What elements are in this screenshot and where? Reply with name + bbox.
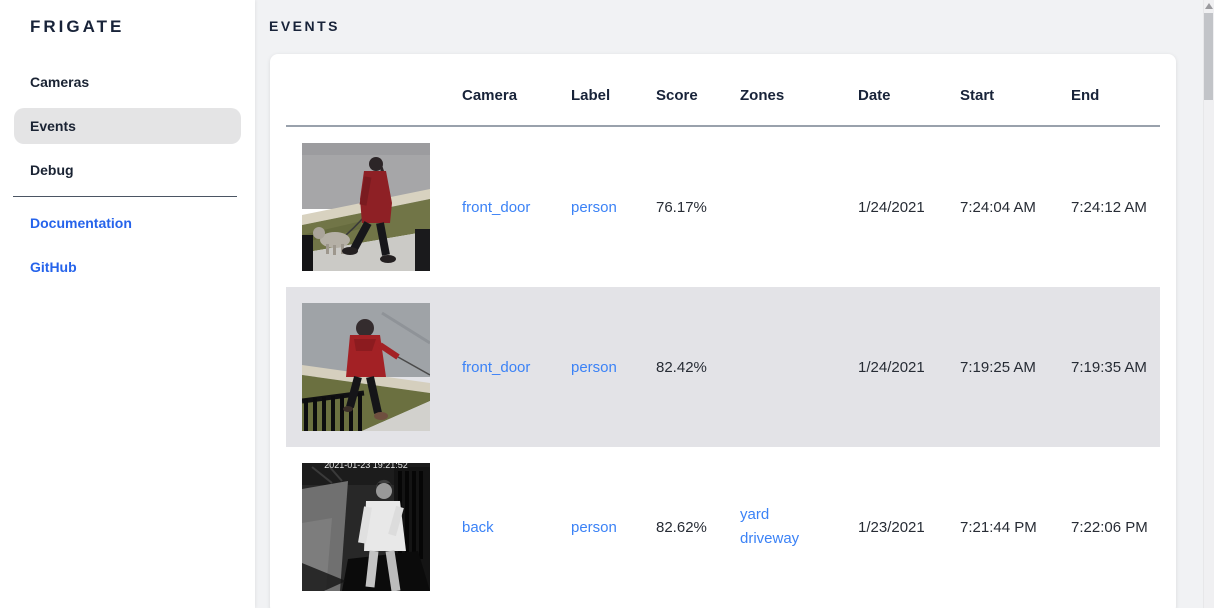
event-thumbnail-person-red-hoodie[interactable] [302, 303, 430, 431]
event-zones-cell: yard driveway [724, 503, 842, 551]
events-table-card: Camera Label Score Zones Date Start End [270, 54, 1176, 608]
camera-link[interactable]: back [462, 518, 494, 536]
scrollbar-thumb[interactable] [1204, 13, 1213, 100]
label-link[interactable]: person [571, 518, 617, 536]
event-date: 1/24/2021 [858, 358, 925, 376]
sidebar-item-debug[interactable]: Debug [30, 162, 74, 178]
zone-link[interactable]: driveway [740, 530, 800, 547]
event-row[interactable]: front_door person 76.17% 1/24/2021 7:24:… [286, 127, 1160, 287]
event-camera-cell: front_door [446, 359, 555, 376]
column-header-zones: Zones [740, 87, 785, 104]
event-thumbnail-person-infrared-night[interactable]: 2021-01-23 19:21:52 [302, 463, 430, 591]
event-camera-cell: back [446, 519, 555, 536]
scrollbar-up-arrow-icon[interactable] [1205, 3, 1213, 9]
event-score: 76.17% [656, 198, 707, 216]
page-title: EVENTS [269, 18, 341, 34]
column-header-label: Label [571, 87, 611, 104]
camera-link[interactable]: front_door [462, 358, 531, 376]
event-date: 1/24/2021 [858, 198, 925, 216]
column-header-end: End [1071, 87, 1100, 104]
event-camera-cell: front_door [446, 199, 555, 216]
sidebar-nav: Cameras Events Debug [0, 64, 255, 188]
zone-link[interactable]: yard [740, 506, 770, 523]
event-score: 82.62% [656, 518, 707, 536]
sidebar-item-events[interactable]: Events [14, 108, 241, 144]
event-thumbnail-cell [286, 303, 446, 431]
label-link[interactable]: person [571, 358, 617, 376]
event-thumbnail-person-red-coat-dog[interactable] [302, 143, 430, 271]
column-header-score: Score [656, 87, 698, 104]
table-header-row: Camera Label Score Zones Date Start End [286, 54, 1160, 127]
event-label-cell: person [555, 359, 640, 376]
event-start-time: 7:24:04 AM [960, 198, 1036, 216]
event-start-time: 7:21:44 PM [960, 518, 1037, 536]
sidebar-item-cameras[interactable]: Cameras [30, 74, 90, 90]
event-thumbnail-cell [286, 143, 446, 271]
label-link[interactable]: person [571, 198, 617, 216]
event-score: 82.42% [656, 358, 707, 376]
app-logo: FRIGATE [30, 17, 125, 36]
column-header-start: Start [960, 87, 995, 104]
sidebar-link-github[interactable]: GitHub [30, 259, 77, 275]
camera-link[interactable]: front_door [462, 198, 531, 216]
event-end-time: 7:24:12 AM [1071, 198, 1147, 216]
thumbnail-timestamp-overlay: 2021-01-23 19:21:52 [324, 463, 408, 470]
event-label-cell: person [555, 199, 640, 216]
event-end-time: 7:22:06 PM [1071, 518, 1148, 536]
sidebar-link-documentation[interactable]: Documentation [30, 215, 132, 231]
sidebar-divider [13, 196, 237, 197]
event-row[interactable]: 2021-01-23 19:21:52 back person 82.62% y… [286, 447, 1160, 607]
event-label-cell: person [555, 519, 640, 536]
event-end-time: 7:19:35 AM [1071, 358, 1147, 376]
vertical-scrollbar[interactable] [1203, 0, 1214, 608]
sidebar: FRIGATE Cameras Events Debug Documentati… [0, 0, 255, 608]
event-row-highlighted[interactable]: front_door person 82.42% 1/24/2021 7:19:… [286, 287, 1160, 447]
column-header-date: Date [858, 87, 891, 104]
event-start-time: 7:19:25 AM [960, 358, 1036, 376]
column-header-camera: Camera [462, 87, 518, 104]
event-thumbnail-cell: 2021-01-23 19:21:52 [286, 463, 446, 591]
event-date: 1/23/2021 [858, 518, 925, 536]
